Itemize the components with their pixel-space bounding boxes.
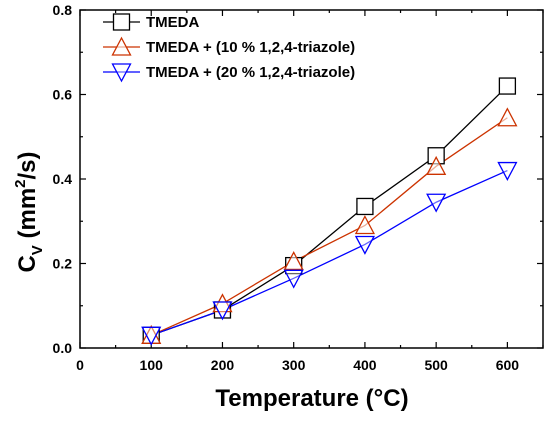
axis-ticks [79, 9, 544, 349]
x-tick-label: 300 [282, 357, 306, 373]
legend-label: TMEDA + (10 % 1,2,4-triazole) [146, 39, 355, 56]
data-point-series-1 [356, 197, 374, 216]
series-markers [141, 77, 518, 346]
plot-frame [79, 9, 544, 349]
data-point-series-3 [212, 301, 233, 321]
data-point-series-2 [426, 155, 447, 175]
series-line-2 [150, 117, 508, 336]
data-point-series-3 [354, 235, 376, 255]
data-point-series-2 [354, 215, 376, 235]
y-tick-label: 0.6 [53, 87, 73, 103]
legend-marker [111, 63, 132, 83]
x-tick-label: 200 [211, 357, 235, 373]
x-axis-title: Temperature (°C) [215, 385, 408, 412]
series-line-3 [151, 169, 508, 336]
y-axis-title-unit-suffix: /s) [14, 151, 41, 179]
data-point-series-3 [141, 326, 162, 346]
x-tick-label: 400 [353, 357, 377, 373]
data-point-series-3 [283, 269, 304, 289]
x-tick-label: 500 [424, 357, 448, 373]
y-tick-label: 0.0 [53, 340, 73, 356]
y-axis-title: CV (mm2/s) [12, 151, 46, 272]
y-tick-label: 0.4 [53, 171, 73, 187]
legend: TMEDA TMEDA + (10 % 1,2,4-triazole) TMEDA … [103, 13, 355, 83]
x-tick-label: 100 [140, 357, 164, 373]
y-tick-label: 0.2 [53, 256, 73, 272]
series-lines [150, 85, 508, 336]
data-point-series-3 [426, 193, 447, 213]
data-point-series-1 [498, 77, 517, 95]
x-tick-label: 600 [496, 357, 520, 373]
data-point-series-2 [497, 107, 518, 127]
legend-marker [112, 13, 131, 31]
data-point-series-2 [283, 250, 304, 271]
data-point-series-3 [497, 161, 518, 181]
legend-label: TMEDA + (20 % 1,2,4-triazole) [146, 64, 355, 81]
data-point-series-2 [212, 293, 233, 313]
y-tick-label: 0.8 [53, 2, 73, 18]
series-line-1 [151, 85, 508, 336]
y-axis-title-main: C [14, 255, 41, 272]
legend-marker [111, 36, 132, 56]
plot-border [79, 9, 544, 349]
legend-label: TMEDA [146, 14, 199, 31]
x-tick-label: 0 [76, 357, 84, 373]
y-axis-title-subscript: V [29, 245, 46, 255]
y-axis-title-unit-prefix: (mm [14, 188, 41, 245]
y-axis-title-unit-superscript: 2 [12, 179, 29, 187]
axis-tick-labels: 0 100 200 300 400 500 600 0.0 0.2 0.4 0.6 0.8 [53, 2, 520, 373]
